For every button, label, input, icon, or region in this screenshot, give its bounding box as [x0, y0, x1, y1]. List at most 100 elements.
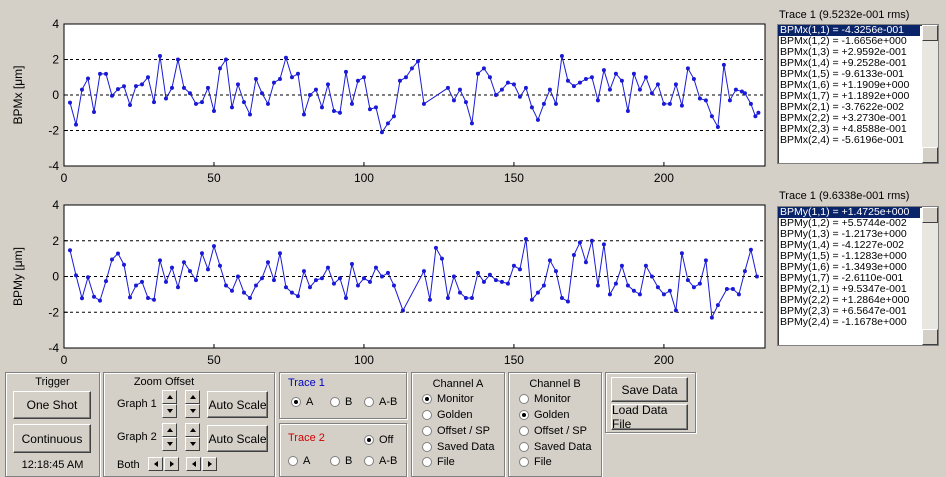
point: [421, 269, 426, 274]
list-item[interactable]: BPMy(1,5) = -1.1283e+000: [780, 250, 907, 262]
radio[interactable]: File: [519, 456, 552, 468]
list-item[interactable]: BPMy(1,1) = +1.4725e+000: [778, 207, 920, 218]
point: [343, 295, 348, 300]
point: [127, 102, 132, 107]
radio[interactable]: Off: [364, 434, 393, 446]
radio[interactable]: Saved Data: [422, 441, 494, 453]
point: [121, 262, 126, 267]
point: [193, 101, 198, 106]
radio[interactable]: File: [422, 456, 455, 468]
radio[interactable]: Saved Data: [519, 441, 591, 453]
save-data-button[interactable]: Save Data: [611, 377, 688, 402]
radio[interactable]: Offset / SP: [519, 425, 587, 437]
point: [151, 297, 156, 302]
list-item[interactable]: BPMx(2,3) = +4.8588e-001: [780, 123, 907, 135]
list-item[interactable]: BPMx(2,4) = -5.6196e-001: [780, 134, 905, 146]
scrollbar[interactable]: [922, 25, 938, 163]
list-item[interactable]: BPMx(1,4) = +9.2528e-001: [780, 57, 907, 69]
point: [349, 261, 354, 266]
up-button[interactable]: [185, 423, 200, 437]
point: [301, 269, 306, 274]
point: [697, 281, 702, 286]
point: [85, 275, 90, 280]
left-button[interactable]: [186, 457, 201, 471]
auto-scale-button[interactable]: Auto Scale: [207, 425, 268, 452]
list-item[interactable]: BPMx(2,2) = +3.2730e-001: [780, 112, 907, 124]
point: [679, 251, 684, 256]
point: [397, 78, 402, 83]
bpmy-list[interactable]: BPMy(1,1) = +1.4725e+000 BPMy(1,2) = +5.5…: [777, 206, 939, 346]
point: [643, 75, 648, 80]
radio[interactable]: Golden: [519, 409, 569, 421]
load-data-button[interactable]: Load Data File: [611, 403, 688, 431]
point: [181, 260, 186, 265]
list-item[interactable]: BPMy(2,3) = +6.5647e-001: [780, 305, 907, 317]
point: [217, 263, 222, 268]
list-item[interactable]: BPMx(1,2) = -1.6656e+000: [780, 35, 907, 47]
right-button[interactable]: [164, 457, 179, 471]
radio[interactable]: A-B: [364, 455, 397, 467]
radio[interactable]: B: [330, 455, 352, 467]
down-button[interactable]: [162, 437, 177, 451]
point: [73, 273, 78, 278]
point: [691, 77, 696, 82]
point: [661, 292, 666, 297]
up-button[interactable]: [185, 390, 200, 404]
list-item[interactable]: BPMx(1,1) = -4.3256e-001: [778, 25, 920, 36]
list-item[interactable]: BPMy(2,4) = -1.1678e+000: [780, 316, 907, 328]
radio[interactable]: Golden: [422, 409, 472, 421]
down-button[interactable]: [185, 437, 200, 451]
y-tick-label: 0: [52, 88, 59, 102]
radio[interactable]: A-B: [364, 396, 397, 408]
point: [373, 265, 378, 270]
one-shot-button[interactable]: One Shot: [13, 391, 91, 419]
list-item[interactable]: BPMx(1,3) = +2.9592e-001: [780, 46, 907, 58]
point: [109, 93, 114, 98]
list-item[interactable]: BPMx(2,1) = -3.7622e-002: [780, 101, 905, 113]
list-item[interactable]: BPMy(1,4) = -4.1227e-002: [780, 239, 905, 251]
point: [313, 87, 318, 92]
list-item[interactable]: BPMy(1,7) = -2.6110e-001: [780, 272, 904, 284]
radio[interactable]: B: [330, 396, 352, 408]
point: [625, 108, 630, 113]
list-item[interactable]: BPMx(1,6) = +1.1909e+000: [780, 79, 910, 91]
up-button[interactable]: [162, 390, 177, 404]
right-button[interactable]: [202, 457, 217, 471]
radio[interactable]: Offset / SP: [422, 425, 490, 437]
y-tick-label: 0: [52, 270, 59, 284]
list-item[interactable]: BPMx(1,7) = +1.1892e+000: [780, 90, 910, 102]
point: [595, 98, 600, 103]
radio[interactable]: A: [288, 455, 310, 467]
list-item[interactable]: BPMy(2,1) = +9.5347e-001: [780, 283, 907, 295]
scrollbar[interactable]: [922, 207, 938, 345]
point: [277, 251, 282, 256]
list-item[interactable]: BPMy(2,2) = +1.2864e+000: [780, 294, 910, 306]
point: [355, 78, 360, 83]
x-tick-label: 50: [207, 353, 221, 367]
point: [736, 292, 741, 297]
point: [667, 288, 672, 293]
auto-scale-button[interactable]: Auto Scale: [207, 391, 268, 418]
radio[interactable]: A: [291, 396, 313, 408]
left-button[interactable]: [148, 457, 163, 471]
list-item[interactable]: BPMy(1,3) = -1.2173e+000: [780, 228, 907, 240]
up-button[interactable]: [162, 423, 177, 437]
continuous-button[interactable]: Continuous: [13, 424, 91, 453]
point: [643, 263, 648, 268]
point: [331, 108, 336, 113]
radio[interactable]: Monitor: [519, 393, 571, 405]
radio[interactable]: Monitor: [422, 393, 474, 405]
point: [241, 290, 246, 295]
point: [325, 82, 330, 87]
down-button[interactable]: [185, 404, 200, 418]
point: [715, 124, 720, 129]
list-item[interactable]: BPMy(1,2) = +5.5744e-002: [780, 217, 907, 229]
point: [601, 68, 606, 73]
list-item[interactable]: BPMx(1,5) = -9.6133e-001: [780, 68, 905, 80]
list-item[interactable]: BPMy(1,6) = -1.3493e+000: [780, 261, 907, 273]
button-label: Load Data File: [612, 403, 668, 431]
radio-label: B: [345, 396, 353, 408]
point: [421, 101, 426, 106]
bpmx-list[interactable]: BPMx(1,1) = -4.3256e-001 BPMx(1,2) = -1.6…: [777, 24, 939, 164]
down-button[interactable]: [162, 404, 177, 418]
